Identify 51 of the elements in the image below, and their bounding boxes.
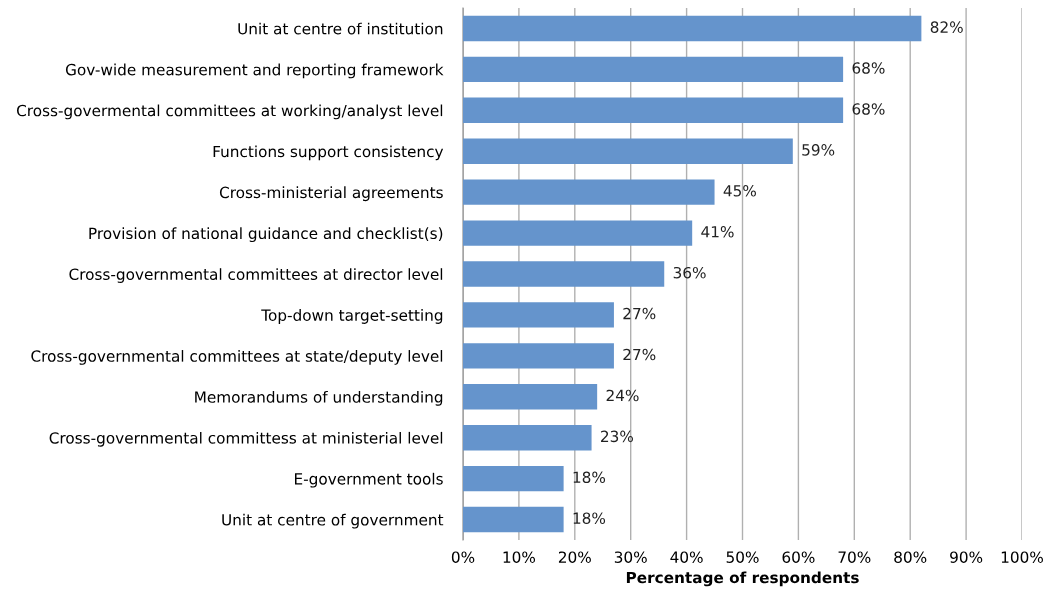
data-label: 27% xyxy=(623,307,656,320)
y-tick-label: Cross-ministerial agreements xyxy=(219,186,443,202)
data-label: 59% xyxy=(802,144,835,156)
data-label: 41% xyxy=(701,225,734,238)
bar xyxy=(463,138,793,164)
data-label: 45% xyxy=(723,185,756,197)
bar xyxy=(463,425,592,451)
y-tick-label: Cross-governmental committees at director level xyxy=(69,268,443,283)
data-label: 68% xyxy=(852,103,885,115)
x-tick-label: 80% xyxy=(894,551,927,563)
data-label: 68% xyxy=(852,62,885,74)
y-tick-label: Unit at centre of institution xyxy=(238,22,443,35)
x-tick-label: 20% xyxy=(558,551,591,563)
x-tick-label: 0% xyxy=(451,551,475,563)
x-tick-label: 40% xyxy=(670,551,703,563)
x-axis-title: Percentage of respondents xyxy=(626,571,859,587)
y-tick-label: Provision of national guidance and checklist(s) xyxy=(89,227,443,243)
data-label: 82% xyxy=(930,21,963,33)
bar xyxy=(463,343,614,369)
bar xyxy=(463,302,614,328)
y-tick-label: Gov-wide measurement and reporting framework xyxy=(65,63,444,79)
data-label: 36% xyxy=(673,266,706,279)
bar xyxy=(463,179,715,205)
bar xyxy=(463,465,564,492)
data-label: 18% xyxy=(573,471,606,484)
x-tick-label: 70% xyxy=(838,551,871,563)
x-tick-label: 90% xyxy=(950,551,983,563)
data-label: 18% xyxy=(573,512,606,524)
data-label: 27% xyxy=(623,348,656,361)
x-tick-label: 10% xyxy=(503,551,536,563)
bar xyxy=(463,506,564,533)
y-tick-label: Functions support consistency xyxy=(213,145,444,161)
data-label: 23% xyxy=(601,430,634,443)
x-tick-label: 50% xyxy=(726,551,759,563)
y-tick-label: Memorandums of understanding xyxy=(195,390,443,406)
y-tick-label: Cross-governmental committess at ministerial level xyxy=(49,431,443,447)
bar xyxy=(463,261,665,287)
y-tick-label: Top-down target-setting xyxy=(261,309,443,324)
y-tick-label: Unit at centre of government xyxy=(222,513,444,529)
x-tick-label: 60% xyxy=(782,551,815,563)
y-tick-label: Cross-governmental committees at state/deputy level xyxy=(31,350,443,365)
x-tick-label: 100% xyxy=(1001,551,1043,563)
y-tick-label: E-government tools xyxy=(295,472,443,488)
bar xyxy=(463,384,598,410)
bar xyxy=(463,220,693,246)
data-label: 24% xyxy=(606,389,639,402)
bar xyxy=(463,15,922,42)
x-tick-label: 30% xyxy=(614,551,647,563)
y-tick-label: Cross-govermental committees at working/analyst level xyxy=(16,104,443,120)
bar xyxy=(463,56,844,83)
bar xyxy=(463,97,844,123)
